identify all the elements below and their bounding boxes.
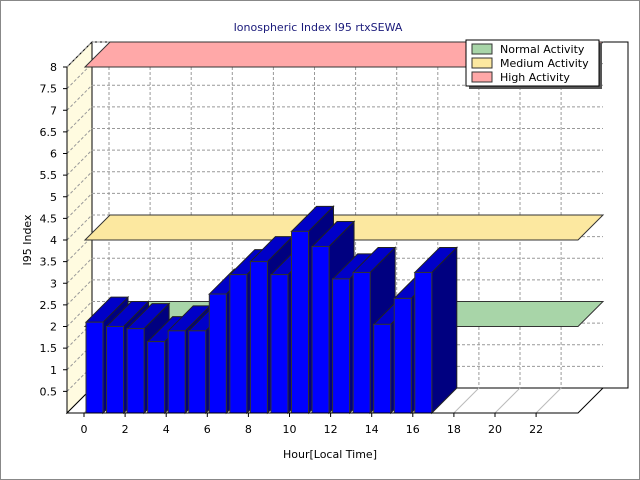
grid-line-wall [66,279,93,306]
grid-line-wall [66,128,93,154]
grid-line-floor [535,387,562,414]
grid-line-floor [494,387,521,414]
x-tick-label: 16 [406,423,420,436]
y-tick-label: 8 [50,61,57,74]
y-tick-label: 3.5 [40,256,58,269]
y-tick-label: 1 [50,364,57,377]
grid-line-wall [66,41,93,68]
grid-line-wall [66,171,93,198]
bar [373,323,392,414]
grid-line-wall [66,366,93,392]
y-tick-label: 2.5 [40,299,58,312]
y-tick-label: 6 [50,148,57,161]
legend-item: Medium Activity [500,57,589,70]
legend-swatch [471,43,493,55]
bar [167,330,186,414]
y-tick-label: 4 [50,234,57,247]
bar [332,278,351,414]
y-tick-label: 6.5 [40,126,58,139]
x-tick-label: 8 [245,423,252,436]
grid-line-wall [66,322,93,349]
y-tick-label: 5.5 [40,169,58,182]
bar [106,326,125,414]
x-tick-label: 14 [365,423,379,436]
grid-line-wall [66,214,93,241]
bar [126,328,145,414]
x-tick-label: 12 [324,423,338,436]
x-tick-label: 2 [122,423,129,436]
bar [147,341,166,414]
legend-swatch [471,57,493,69]
grid-line-wall [66,344,93,371]
x-tick-label: 20 [488,423,502,436]
bar [85,321,104,414]
bar [188,330,207,414]
y-tick-label: 4.5 [40,212,58,225]
x-tick-label: 0 [81,423,88,436]
y-tick-label: 5 [50,191,57,204]
y-tick-label: 0.5 [40,385,58,398]
grid-line-wall [66,63,93,89]
x-tick-label: 18 [447,423,461,436]
legend-swatch [471,71,493,83]
x-axis-label: Hour[Local Time] [283,448,377,461]
bar [414,271,433,414]
y-tick-label: 1.5 [40,342,58,355]
y-tick-label: 7 [50,104,57,117]
grid-line-wall [66,257,93,284]
chart-title: Ionospheric Index I95 rtxSEWA [234,21,403,34]
bar [393,297,412,414]
grid-line-wall [66,84,93,111]
grid-line-wall [66,236,93,262]
x-tick-label: 10 [283,423,297,436]
x-tick-label: 6 [204,423,211,436]
bar [208,293,227,414]
bar [249,261,268,414]
grid-line-wall [66,193,93,219]
bar [311,245,330,414]
y-tick-label: 3 [50,277,57,290]
legend-item: Normal Activity [500,43,585,56]
bar [229,274,248,414]
y-tick-label: 7.5 [40,83,58,96]
x-tick-label: 4 [163,423,170,436]
grid-line-wall [66,149,93,176]
bar [352,271,371,414]
grid-line-wall [66,301,93,327]
grid-line-wall [66,106,93,133]
y-axis-label: I95 Index [21,214,34,266]
bar-side [431,246,458,415]
legend-item: High Activity [500,71,570,84]
y-tick-label: 2 [50,321,57,334]
grid-line-floor [453,387,480,414]
x-tick-label: 22 [529,423,543,436]
bar [291,230,309,414]
bar [270,274,289,414]
